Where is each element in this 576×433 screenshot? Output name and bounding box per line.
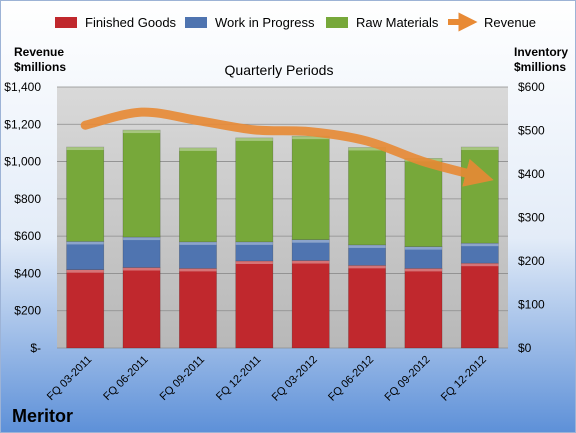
bars — [66, 129, 499, 349]
bar-finished-goods — [348, 265, 386, 349]
bar-highlight — [122, 267, 161, 271]
right-tick-label: $300 — [518, 211, 545, 225]
bar-highlight — [66, 241, 104, 245]
right-axis-title-line1: Inventory — [514, 45, 568, 59]
legend-swatch-finished-goods — [55, 17, 77, 28]
bar-work-in-progress — [66, 241, 105, 271]
bar-highlight — [348, 147, 386, 151]
chart-subtitle: Quarterly Periods — [225, 62, 334, 78]
bar-finished-goods — [66, 269, 105, 349]
bar-raw-materials — [66, 146, 105, 242]
company-name: Meritor — [12, 406, 73, 426]
bar-highlight — [348, 244, 386, 248]
bar-raw-materials — [291, 135, 330, 240]
bar-finished-goods — [179, 268, 217, 349]
bar-finished-goods — [404, 268, 443, 349]
bar-highlight — [404, 268, 443, 272]
bar-highlight — [179, 241, 217, 245]
bar-work-in-progress — [460, 242, 499, 264]
left-tick-label: $1,200 — [4, 117, 41, 131]
bar-raw-materials — [179, 147, 217, 243]
left-axis-title-line1: Revenue — [14, 45, 64, 59]
right-tick-label: $500 — [518, 124, 545, 138]
bar-highlight — [404, 246, 443, 250]
bar-highlight — [66, 269, 104, 273]
revenue-line-layer — [80, 107, 494, 187]
bar-work-in-progress — [179, 241, 217, 269]
left-axis-title-line2: $millions — [14, 60, 66, 74]
legend-label-raw-materials: Raw Materials — [356, 15, 439, 30]
bar-highlight — [461, 243, 499, 247]
bar-raw-materials — [235, 137, 274, 243]
left-tick-label: $1,400 — [4, 80, 41, 94]
revenue-line — [80, 107, 494, 187]
bar-work-in-progress — [404, 246, 443, 269]
bar-highlight — [122, 130, 161, 134]
bar-highlight — [461, 263, 499, 267]
left-tick-label: $800 — [14, 192, 41, 206]
right-tick-label: $600 — [518, 80, 545, 94]
bar-finished-goods — [122, 267, 161, 349]
bar-work-in-progress — [122, 236, 161, 268]
left-tick-label: $- — [30, 341, 41, 355]
left-axis-ticks: $- $200 $400 $600 $800 $1,000 $1,200 $1,400 — [4, 80, 41, 355]
left-tick-label: $600 — [14, 229, 41, 243]
right-tick-label: $200 — [518, 254, 545, 268]
legend-label-finished-goods: Finished Goods — [85, 15, 177, 30]
left-tick-label: $1,000 — [4, 155, 41, 169]
bar-finished-goods — [291, 260, 330, 349]
bar-highlight — [122, 237, 161, 241]
legend: Finished Goods Work in Progress Raw Mate… — [55, 12, 536, 32]
left-tick-label: $400 — [14, 266, 41, 280]
bar-highlight — [461, 147, 499, 151]
right-tick-label: $0 — [518, 341, 532, 355]
bar-highlight — [292, 136, 330, 140]
bar-highlight — [235, 261, 273, 264]
right-axis-ticks: $0 $100 $200 $300 $400 $500 $600 — [518, 80, 545, 355]
legend-swatch-raw-materials — [326, 17, 348, 28]
bar-highlight — [292, 239, 330, 243]
bar-finished-goods — [235, 260, 274, 349]
bar-highlight — [179, 268, 217, 272]
bar-highlight — [292, 260, 330, 264]
bar-finished-goods — [460, 262, 499, 349]
bar-work-in-progress — [348, 244, 386, 266]
right-tick-label: $400 — [518, 167, 545, 181]
bar-highlight — [235, 137, 273, 141]
right-axis-title-line2: $millions — [514, 60, 566, 74]
legend-label-revenue: Revenue — [484, 15, 536, 30]
bar-raw-materials — [122, 129, 161, 238]
bar-highlight — [66, 147, 104, 151]
legend-swatch-work-in-progress — [185, 17, 207, 28]
bar-raw-materials — [460, 146, 499, 244]
right-tick-label: $100 — [518, 298, 545, 312]
bar-highlight — [235, 241, 273, 245]
bar-raw-materials — [404, 158, 443, 247]
bar-highlight — [348, 265, 386, 269]
legend-label-work-in-progress: Work in Progress — [215, 15, 315, 30]
bar-raw-materials — [348, 147, 386, 246]
bar-highlight — [179, 147, 217, 151]
bar-work-in-progress — [291, 239, 330, 261]
left-tick-label: $200 — [14, 304, 41, 318]
